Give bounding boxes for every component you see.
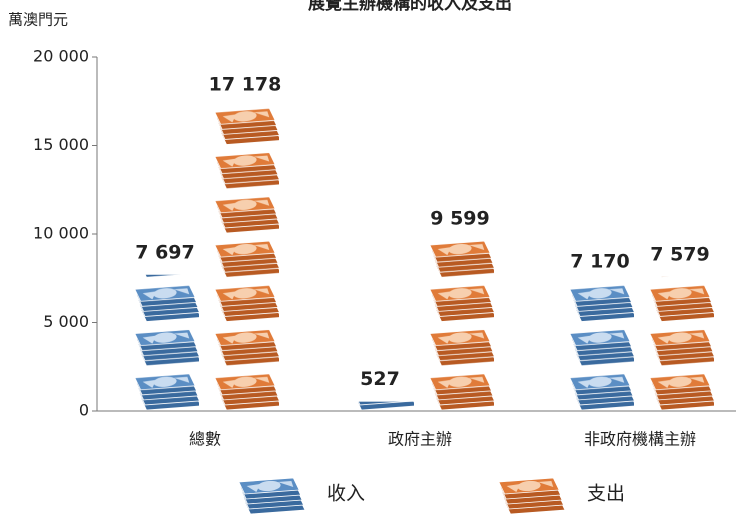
bar [211, 106, 279, 411]
y-tick-label: 15 000 [33, 135, 89, 154]
value-label: 7 579 [650, 243, 710, 265]
y-tick-label: 5 000 [43, 312, 89, 331]
y-axis-label: 萬澳門元 [8, 11, 68, 29]
bar [131, 274, 199, 411]
bar [566, 284, 634, 411]
y-tick-label: 20 000 [33, 47, 89, 66]
bar [346, 401, 414, 411]
value-label: 17 178 [209, 73, 282, 95]
legend-label: 收入 [327, 483, 365, 505]
x-tick-label: 政府主辦 [388, 430, 452, 449]
x-tick-label: 非政府機構主辦 [584, 430, 696, 449]
legend-icon [238, 477, 306, 515]
legend-label: 支出 [587, 483, 625, 505]
value-label: 9 599 [430, 208, 490, 230]
x-tick-label: 總數 [189, 430, 221, 449]
value-label: 7 170 [570, 251, 630, 273]
bar [646, 276, 714, 411]
value-label: 7 697 [135, 241, 195, 263]
y-tick-label: 10 000 [33, 224, 89, 243]
y-tick-label: 0 [79, 401, 89, 420]
legend-icon [498, 477, 566, 515]
value-label: 527 [360, 368, 400, 390]
bar [426, 241, 494, 411]
chart-title: 展覽主辦機構的收入及支出 [308, 0, 512, 14]
